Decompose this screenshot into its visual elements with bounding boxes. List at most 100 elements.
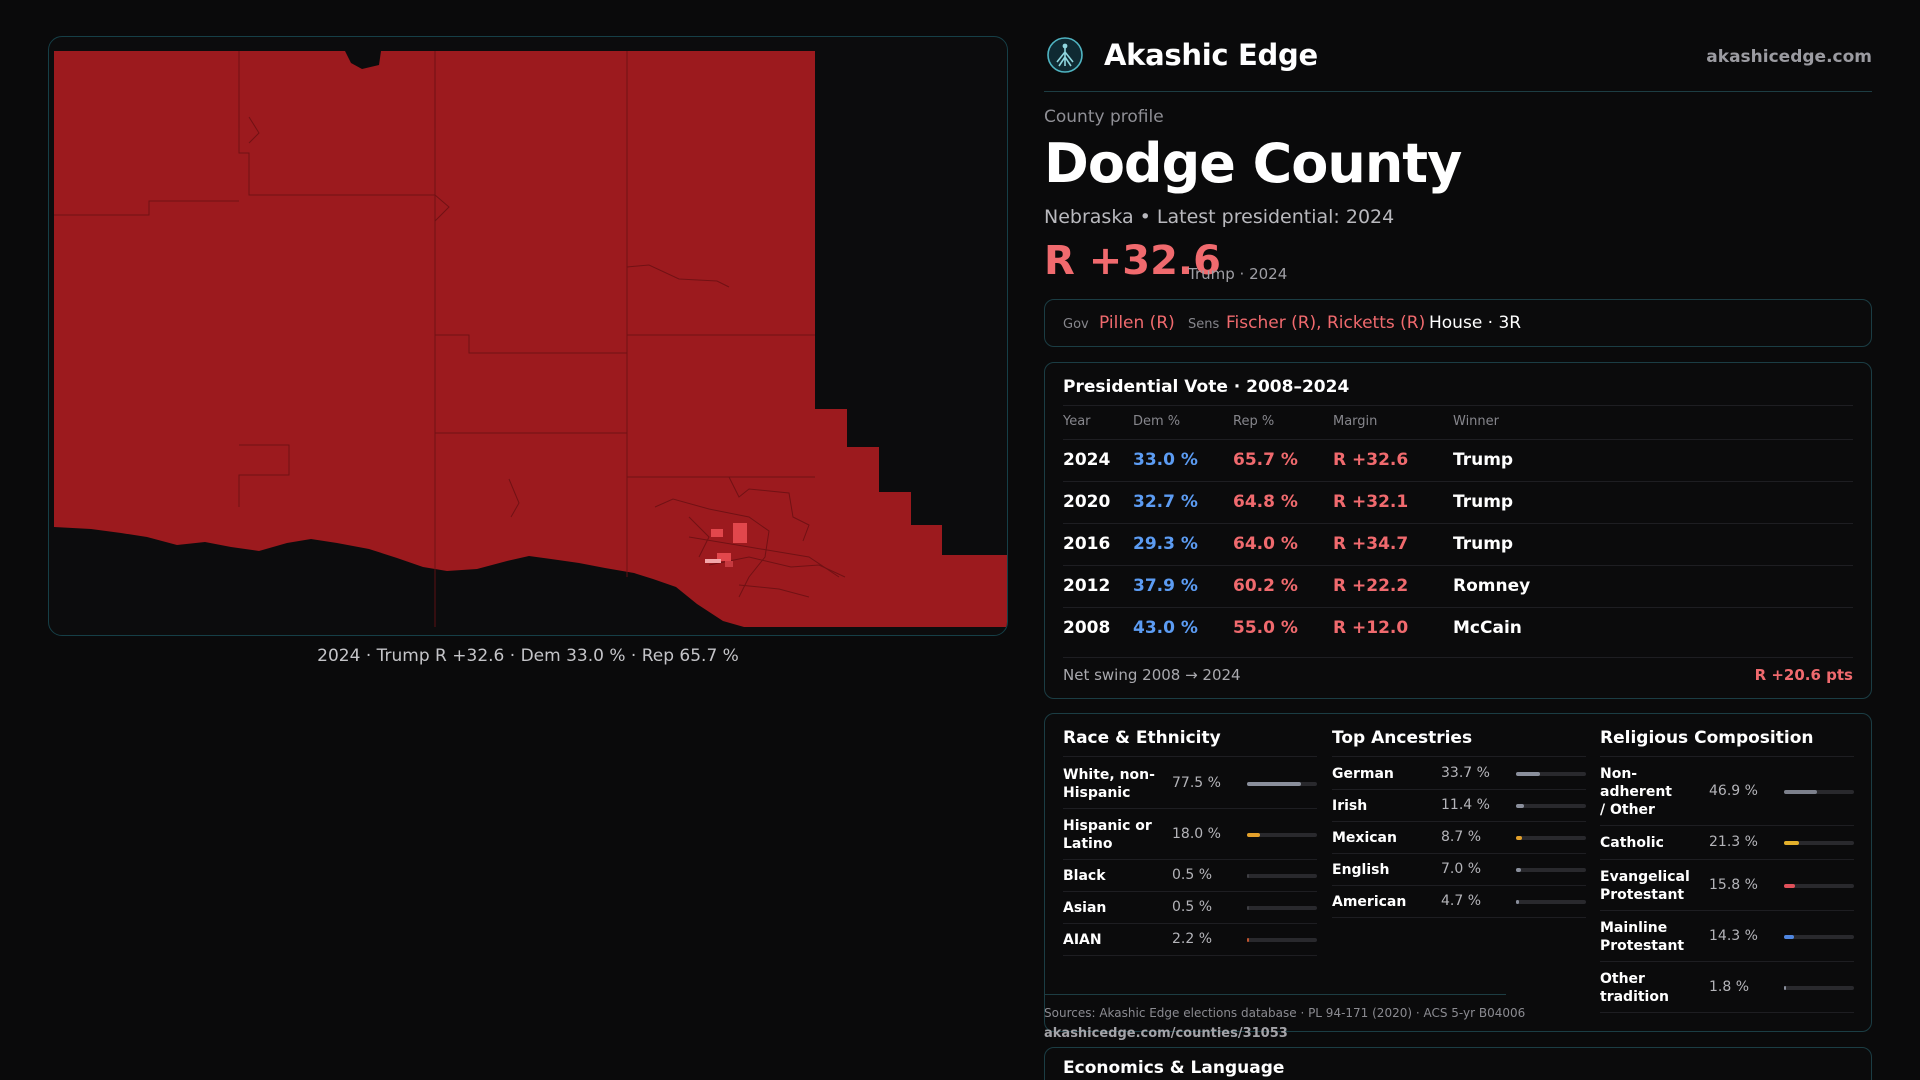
table-row[interactable]: 2008 43.0 % 55.0 % R +12.0 McCain [1063, 607, 1853, 649]
site-header: Akashic Edge akashicedge.com [1044, 34, 1872, 92]
demographic-bar-fill [1784, 790, 1817, 794]
column-header-margin: Margin [1333, 414, 1378, 429]
column-header-dem: Dem % [1133, 414, 1181, 429]
row-rep: 64.8 % [1233, 492, 1298, 512]
net-swing-value: R +20.6 pts [1754, 666, 1853, 684]
table-row[interactable]: 2016 29.3 % 64.0 % R +34.7 Trump [1063, 523, 1853, 565]
economics-panel: Economics & Language [1044, 1047, 1872, 1080]
demographic-percent: 0.5 % [1172, 867, 1213, 883]
row-winner: Trump [1453, 534, 1514, 554]
table-row[interactable]: 2020 32.7 % 64.8 % R +32.1 Trump [1063, 481, 1853, 523]
demographic-percent: 7.0 % [1441, 861, 1482, 877]
table-row[interactable]: 2024 33.0 % 65.7 % R +32.6 Trump [1063, 439, 1853, 481]
demographic-bar-track [1516, 772, 1586, 776]
row-dem: 32.7 % [1133, 492, 1198, 512]
demographic-bar-fill [1516, 836, 1523, 840]
demographic-bar-track [1247, 781, 1317, 786]
sens-label: Sens [1188, 317, 1220, 332]
economics-title: Economics & Language [1063, 1058, 1285, 1078]
demographic-label: Hispanic or Latino [1063, 817, 1152, 852]
demographic-label: American [1332, 894, 1407, 910]
row-rep: 60.2 % [1233, 576, 1298, 596]
sources-link[interactable]: akashicedge.com/counties/31053 [1044, 1026, 1288, 1041]
demographic-label: Asian [1063, 900, 1107, 916]
demographic-percent: 15.8 % [1709, 876, 1758, 893]
brand-name[interactable]: Akashic Edge [1104, 38, 1318, 72]
demographic-percent: 21.3 % [1709, 834, 1758, 850]
demographic-bar-fill [1247, 781, 1302, 786]
row-year: 2008 [1063, 618, 1111, 638]
site-link[interactable]: akashicedge.com [1706, 47, 1872, 67]
demographic-label: AIAN [1063, 932, 1102, 948]
demographic-bar-track [1516, 868, 1586, 872]
eyebrow-label: County profile [1044, 107, 1164, 127]
compass-tree-icon[interactable] [1046, 36, 1084, 74]
row-winner: Trump [1453, 450, 1514, 470]
table-row[interactable]: 2012 37.9 % 60.2 % R +22.2 Romney [1063, 565, 1853, 607]
demographic-row: German 33.7 % [1332, 758, 1586, 790]
religion-title: Religious Composition [1600, 728, 1814, 748]
row-margin: R +34.7 [1333, 534, 1409, 554]
county-map[interactable] [48, 36, 1008, 636]
row-year: 2020 [1063, 492, 1111, 512]
page-subtitle: Nebraska • Latest presidential: 2024 [1044, 206, 1395, 228]
row-rep: 55.0 % [1233, 618, 1298, 638]
demographic-label: Non-adherent / Other [1600, 766, 1672, 818]
demographic-bar-track [1247, 938, 1317, 942]
row-year: 2012 [1063, 576, 1111, 596]
demographic-row: Irish 11.4 % [1332, 790, 1586, 822]
demographic-row: AIAN 2.2 % [1063, 924, 1317, 956]
row-dem: 43.0 % [1133, 618, 1198, 638]
demographic-row: English 7.0 % [1332, 854, 1586, 886]
sources-note: Sources: Akashic Edge elections database… [1044, 1006, 1526, 1020]
demographic-bar-track [1784, 790, 1854, 794]
results-title: Presidential Vote · 2008–2024 [1063, 377, 1350, 397]
city-precinct [705, 559, 721, 563]
demographic-label: German [1332, 766, 1394, 782]
demographic-percent: 77.5 % [1172, 774, 1221, 791]
demographic-percent: 1.8 % [1709, 978, 1750, 995]
demographic-label: Other tradition [1600, 970, 1669, 1005]
demographic-percent: 46.9 % [1709, 783, 1758, 799]
demographic-row: White, non-Hispanic 77.5 % [1063, 758, 1317, 809]
demographic-bar-fill [1247, 832, 1260, 837]
row-rep: 64.0 % [1233, 534, 1298, 554]
demographic-bar-track [1516, 804, 1586, 808]
demographic-bar-track [1784, 883, 1854, 888]
column-header-rep: Rep % [1233, 414, 1275, 429]
page-title: Dodge County [1044, 132, 1462, 195]
row-winner: Trump [1453, 492, 1514, 512]
presidential-results-table: Presidential Vote · 2008–2024 Year Dem %… [1044, 362, 1872, 699]
officials-bar: Gov Pillen (R) Sens Fischer (R), Rickett… [1044, 299, 1872, 347]
row-margin: R +22.2 [1333, 576, 1409, 596]
demographic-bar-track [1784, 841, 1854, 845]
demographic-row: Mainline Protestant 14.3 % [1600, 911, 1854, 962]
demographic-label: Mexican [1332, 830, 1397, 846]
demographic-bar-fill [1516, 900, 1520, 904]
city-precinct [733, 523, 747, 543]
demographic-label: English [1332, 862, 1390, 878]
demographic-percent: 4.7 % [1441, 893, 1482, 909]
demographic-bar-fill [1247, 906, 1249, 910]
demographic-percent: 11.4 % [1441, 797, 1490, 813]
demographic-percent: 33.7 % [1441, 765, 1490, 781]
headline-margin: R +32.6 [1044, 238, 1221, 284]
demographic-bar-fill [1247, 874, 1249, 878]
demographic-bar-fill [1784, 883, 1796, 888]
demographic-label: Mainline Protestant [1600, 919, 1685, 954]
demographic-row: American 4.7 % [1332, 886, 1586, 918]
row-margin: R +32.6 [1333, 450, 1409, 470]
demographic-row: Other tradition 1.8 % [1600, 962, 1854, 1013]
demographic-bar-fill [1516, 804, 1524, 808]
demographic-label: Black [1063, 868, 1106, 884]
demographic-bar-track [1247, 832, 1317, 837]
city-precinct [717, 553, 731, 561]
row-year: 2024 [1063, 450, 1111, 470]
row-dem: 37.9 % [1133, 576, 1198, 596]
demographic-bar-track [1784, 985, 1854, 990]
demographic-bar-fill [1784, 985, 1786, 990]
house-value: House · 3R [1429, 313, 1522, 333]
demographic-bar-track [1516, 836, 1586, 840]
demographic-bar-track [1247, 874, 1317, 878]
race-title: Race & Ethnicity [1063, 728, 1221, 748]
